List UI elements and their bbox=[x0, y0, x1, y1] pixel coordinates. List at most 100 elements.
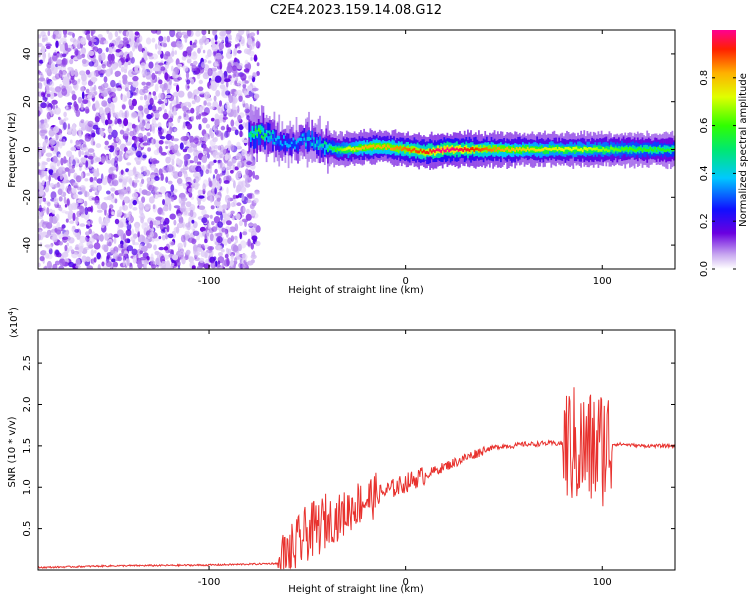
noise-dot bbox=[150, 174, 156, 179]
noise-dot bbox=[251, 40, 256, 47]
signal-cell bbox=[555, 147, 557, 151]
noise-dot bbox=[251, 212, 259, 219]
noise-dot bbox=[254, 191, 260, 195]
noise-dot bbox=[253, 93, 260, 99]
noise-dot bbox=[164, 72, 169, 81]
signal-cell bbox=[482, 148, 485, 151]
signal-cell bbox=[347, 146, 350, 150]
noise-dot bbox=[122, 243, 129, 248]
signal-cell bbox=[523, 148, 526, 151]
signal-cell bbox=[570, 148, 573, 152]
snr-xtick-label: 0 bbox=[402, 577, 408, 588]
signal-cell bbox=[432, 149, 435, 152]
noise-dot bbox=[107, 233, 112, 238]
noise-dot bbox=[71, 187, 76, 193]
signal-cell bbox=[404, 146, 406, 150]
noise-dot bbox=[153, 95, 158, 101]
noise-dot bbox=[192, 44, 198, 48]
noise-dot bbox=[49, 127, 55, 131]
noise-dot bbox=[80, 172, 84, 180]
noise-dot bbox=[104, 232, 109, 241]
noise-dot bbox=[95, 143, 102, 149]
signal-cell bbox=[341, 148, 343, 152]
noise-dot bbox=[58, 154, 61, 158]
noise-dot bbox=[62, 30, 68, 36]
noise-dot bbox=[90, 249, 95, 257]
noise-dot bbox=[202, 49, 206, 54]
noise-dot bbox=[188, 187, 194, 193]
noise-dot bbox=[38, 110, 41, 117]
noise-dot bbox=[167, 190, 175, 199]
noise-dot bbox=[99, 127, 103, 136]
noise-dot bbox=[50, 147, 54, 151]
noise-dot bbox=[201, 61, 206, 68]
noise-dot bbox=[224, 229, 227, 235]
noise-dot bbox=[108, 153, 112, 160]
noise-dot bbox=[137, 173, 144, 179]
noise-dot bbox=[41, 250, 47, 255]
signal-cell bbox=[319, 133, 321, 164]
noise-dot bbox=[226, 170, 230, 177]
noise-dot bbox=[64, 204, 68, 208]
noise-dot bbox=[154, 123, 158, 128]
noise-dot bbox=[90, 71, 97, 80]
noise-dot bbox=[233, 257, 238, 266]
noise-dot bbox=[147, 234, 151, 239]
signal-cell bbox=[599, 149, 601, 152]
noise-dot bbox=[158, 246, 165, 251]
noise-dot bbox=[127, 238, 131, 244]
noise-dot bbox=[219, 61, 223, 70]
noise-dot bbox=[79, 205, 85, 214]
signal-cell bbox=[421, 150, 424, 154]
signal-cell bbox=[325, 142, 328, 145]
noise-dot bbox=[169, 213, 176, 220]
noise-dot bbox=[212, 30, 217, 36]
noise-dot bbox=[238, 243, 242, 251]
noise-dot bbox=[110, 46, 115, 53]
signal-cell bbox=[525, 148, 527, 152]
noise-dot bbox=[63, 34, 67, 38]
noise-dot bbox=[251, 235, 258, 241]
noise-dot bbox=[96, 178, 103, 184]
noise-dot bbox=[52, 209, 56, 215]
noise-dot bbox=[190, 196, 194, 200]
noise-dot bbox=[234, 91, 239, 95]
noise-dot bbox=[95, 157, 101, 162]
noise-dot bbox=[113, 266, 117, 269]
noise-dot bbox=[118, 109, 124, 118]
noise-dot bbox=[101, 177, 108, 186]
signal-cell bbox=[641, 149, 644, 153]
noise-dot bbox=[69, 58, 74, 65]
signal-cell bbox=[334, 148, 337, 152]
noise-dot bbox=[201, 155, 207, 163]
noise-dot bbox=[129, 33, 136, 38]
snr-ytick-label: 2.5 bbox=[22, 355, 33, 371]
signal-cell bbox=[300, 134, 303, 141]
signal-cell bbox=[588, 147, 590, 150]
signal-cell bbox=[435, 148, 438, 155]
signal-cell bbox=[333, 147, 336, 150]
noise-dot bbox=[116, 40, 123, 49]
noise-dot bbox=[179, 205, 187, 213]
noise-dot bbox=[115, 49, 122, 53]
noise-dot bbox=[132, 75, 139, 82]
noise-dot bbox=[46, 111, 51, 120]
signal-cell bbox=[662, 148, 664, 151]
noise-dot bbox=[55, 40, 59, 48]
noise-dot bbox=[90, 158, 94, 165]
noise-dot bbox=[40, 102, 47, 109]
signal-cell bbox=[533, 147, 535, 151]
noise-dot bbox=[227, 237, 232, 244]
noise-dot bbox=[233, 106, 238, 111]
noise-dot bbox=[79, 223, 86, 227]
signal-cell bbox=[256, 134, 258, 137]
signal-cell bbox=[410, 150, 413, 153]
signal-cell bbox=[575, 146, 578, 150]
noise-dot bbox=[87, 148, 95, 153]
noise-dot bbox=[253, 223, 258, 228]
noise-dot bbox=[63, 196, 67, 204]
noise-dot bbox=[248, 75, 251, 82]
noise-dot bbox=[241, 253, 248, 261]
signal-cell bbox=[286, 143, 288, 148]
signal-cell bbox=[363, 146, 365, 150]
